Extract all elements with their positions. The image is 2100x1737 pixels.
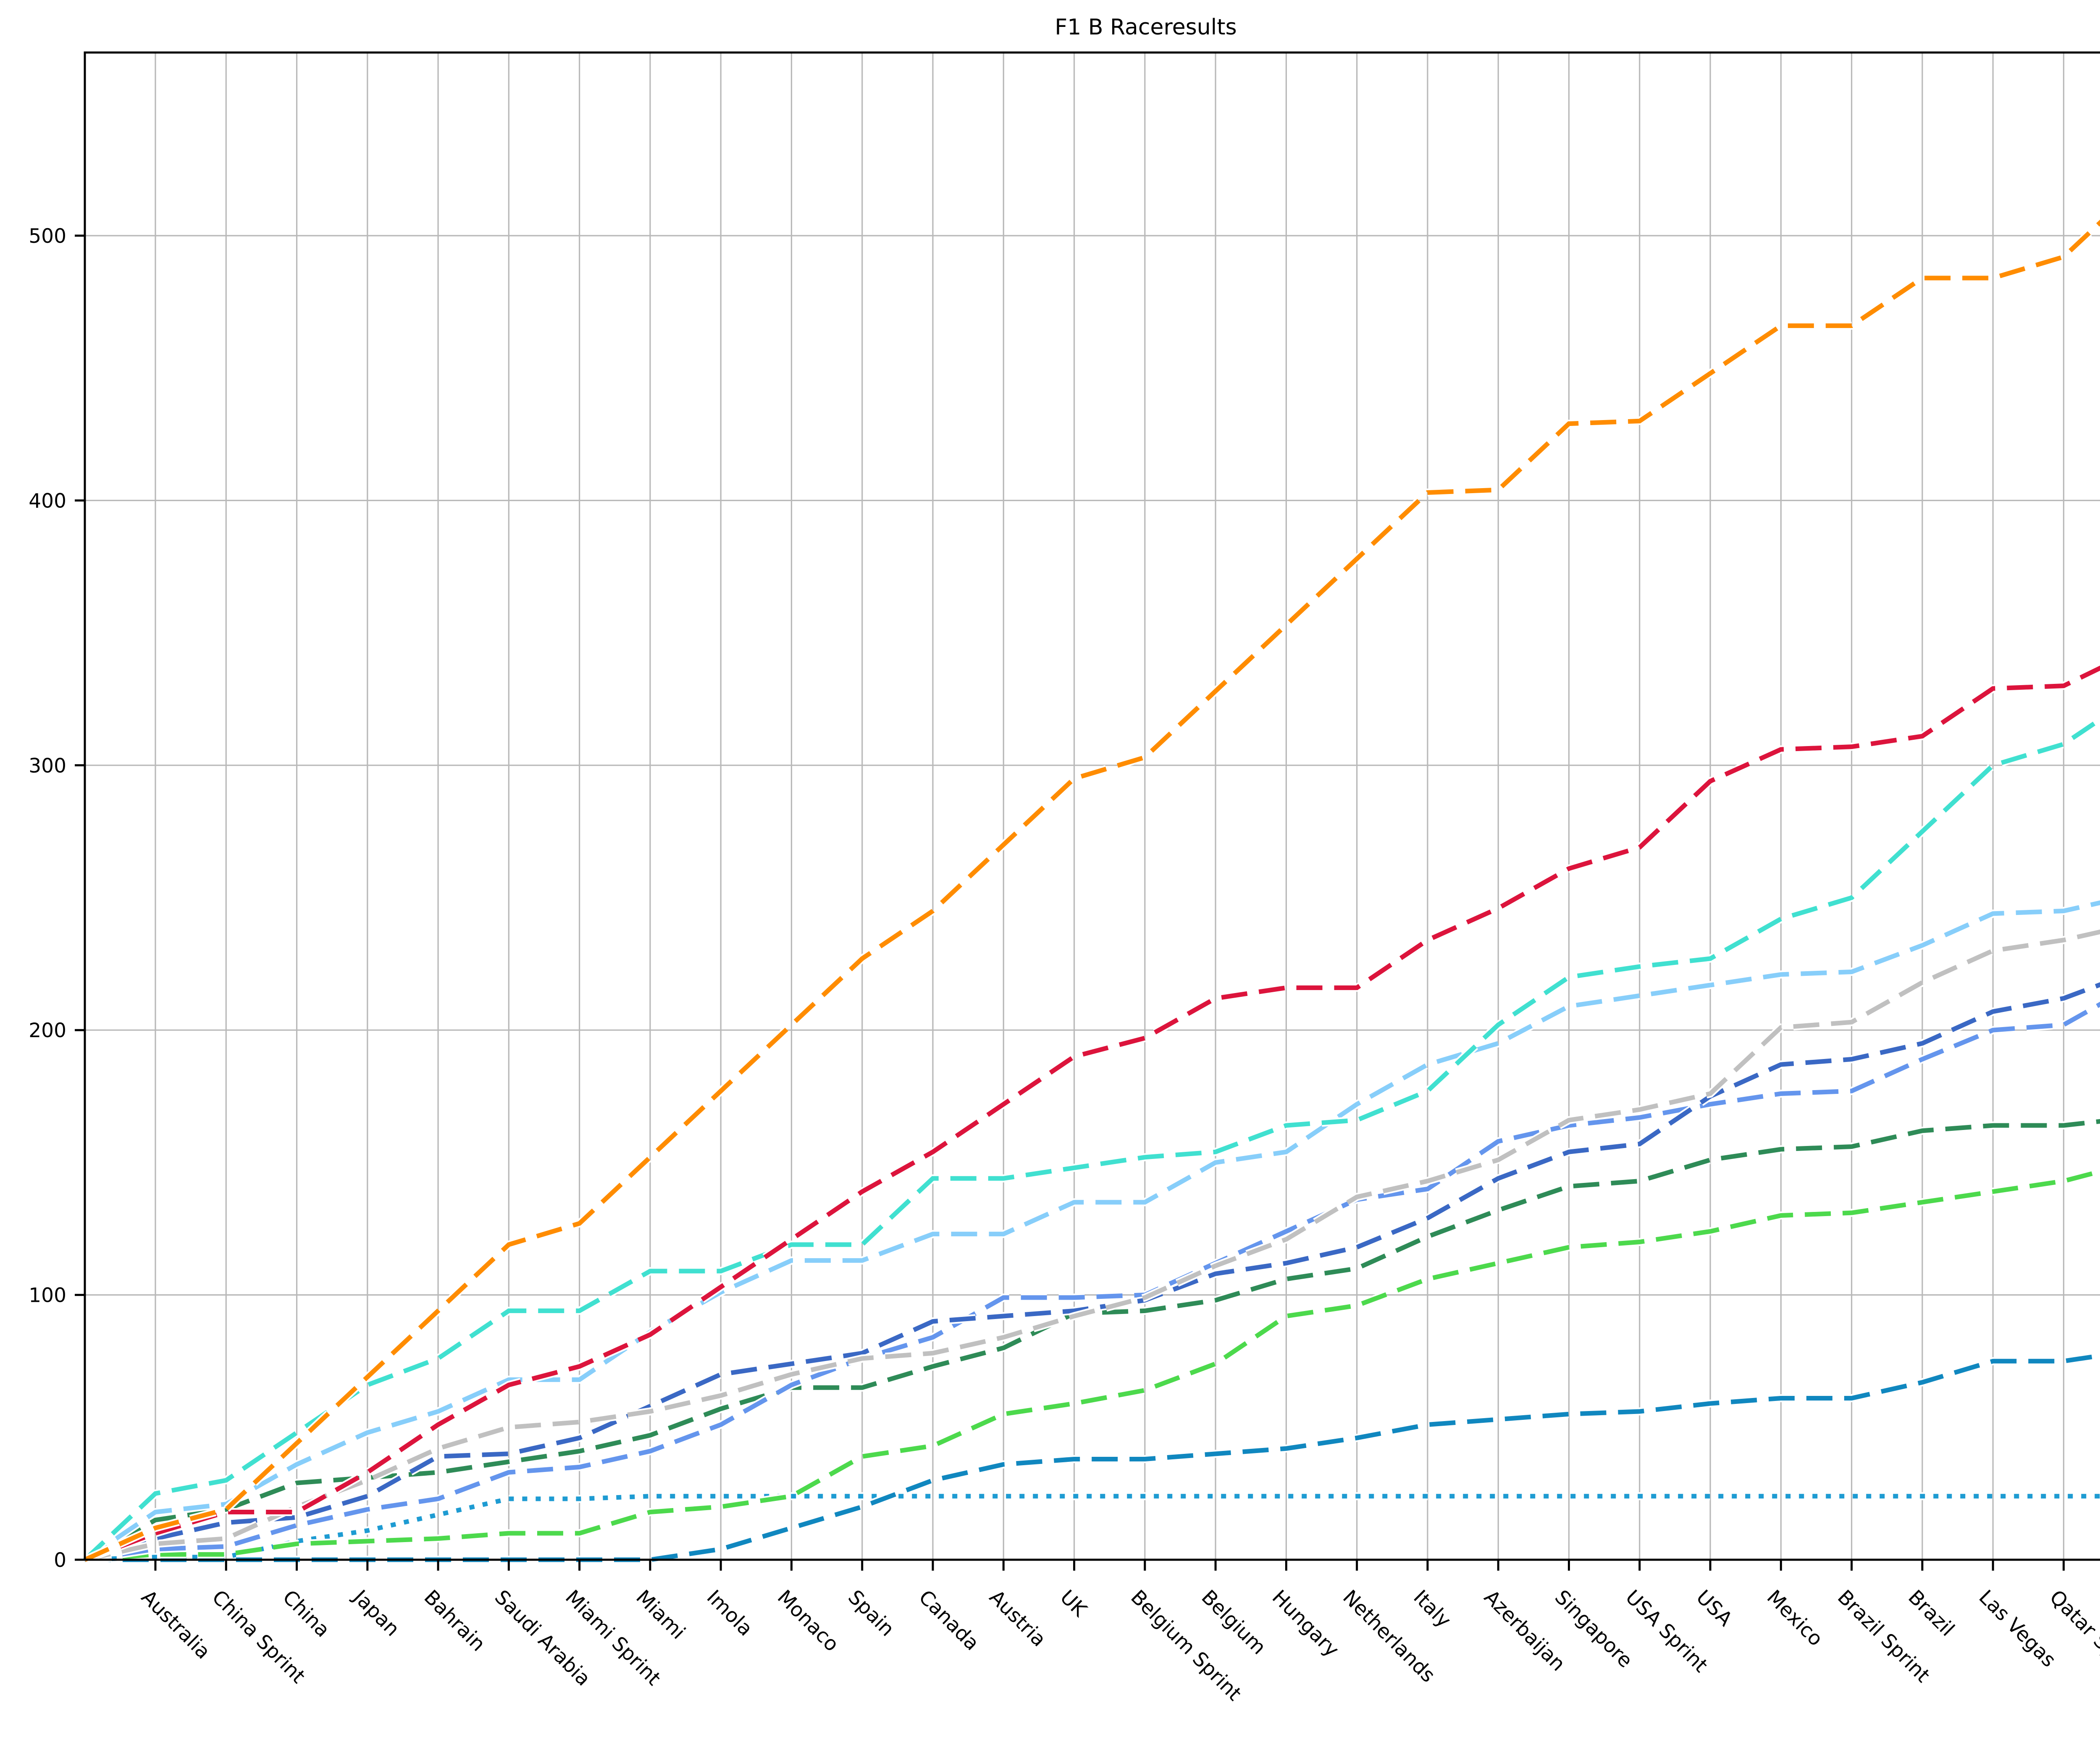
y-tick-label-100: 100 xyxy=(29,1284,66,1307)
x-tick-label-china: China xyxy=(278,1586,334,1642)
x-tick-label-hungary: Hungary xyxy=(1268,1586,1344,1662)
x-tick-label-usa: USA xyxy=(1692,1586,1737,1631)
series-line-Bor xyxy=(84,1169,2100,1562)
x-tick-label-brazil: Brazil xyxy=(1903,1586,1959,1641)
x-tick-label-austria: Austria xyxy=(985,1586,1050,1651)
y-tick-label-200: 200 xyxy=(29,1019,66,1042)
series-line-Alb xyxy=(83,900,2100,1562)
series-lines xyxy=(82,217,2100,1564)
series-line-Bea xyxy=(84,929,2100,1562)
x-tick-label-japan: Japan xyxy=(348,1585,404,1641)
x-tick-label-las-vegas: Las Vegas xyxy=(1974,1586,2061,1672)
series-line-Ham xyxy=(84,665,2100,1562)
y-tick-label-0: 0 xyxy=(54,1549,66,1572)
x-tick-label-canada: Canada xyxy=(914,1586,984,1655)
x-tick-label-imola: Imola xyxy=(702,1586,757,1641)
axis-ticks xyxy=(75,234,2065,1571)
chart-title: F1 B Raceresults xyxy=(1055,15,1236,40)
y-tick-label-500: 500 xyxy=(29,225,66,248)
x-tick-label-mexico: Mexico xyxy=(1762,1586,1827,1651)
y-tick-label-400: 400 xyxy=(29,489,66,512)
series-line-Pia xyxy=(84,219,2100,1562)
x-tick-label-monaco: Monaco xyxy=(773,1586,843,1656)
series-line-Str xyxy=(84,1119,2100,1562)
series-halo-Bor xyxy=(84,1167,2100,1564)
x-tick-label-australia: Australia xyxy=(137,1586,215,1664)
x-tick-label-uk: UK xyxy=(1055,1586,1092,1622)
series-halo-Ant xyxy=(82,715,2100,1563)
x-tick-label-belgium: Belgium xyxy=(1197,1586,1270,1659)
x-tick-label-spain: Spain xyxy=(843,1586,899,1641)
plot-border xyxy=(84,51,2100,1561)
series-halo-Pia xyxy=(83,217,2100,1564)
series-line-Ant xyxy=(83,717,2100,1562)
x-tick-label-italy: Italy xyxy=(1409,1586,1455,1632)
y-axis-labels: 0 100 200 300 400 500 xyxy=(29,225,66,1572)
x-tick-label-qatar-sprint: Qatar Sprint xyxy=(2045,1586,2100,1687)
plot-frame xyxy=(84,51,2100,1561)
grid-lines xyxy=(85,53,2100,1561)
series-line-Doo xyxy=(84,1494,2100,1562)
x-tick-label-miami: Miami xyxy=(631,1586,690,1644)
y-tick-label-300: 300 xyxy=(29,754,66,778)
x-tick-label-bahrain: Bahrain xyxy=(420,1586,490,1656)
